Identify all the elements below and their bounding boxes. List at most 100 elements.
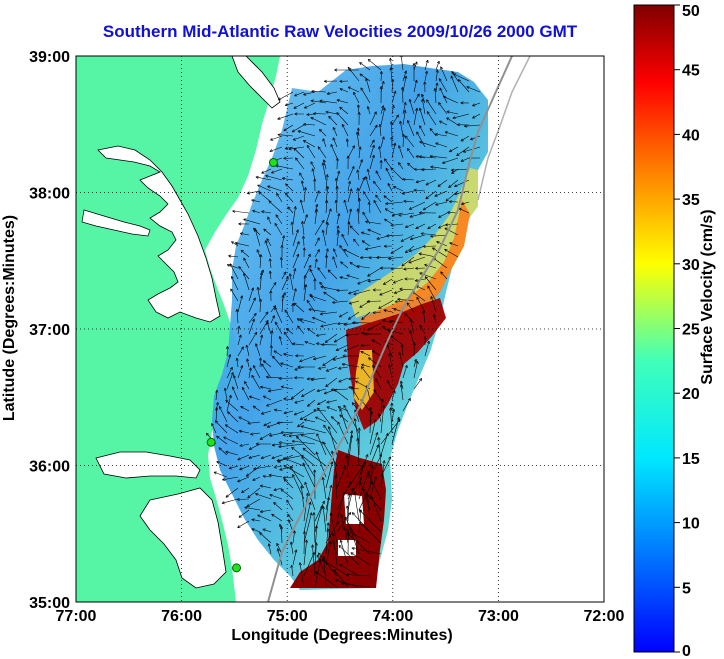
colorbar-tick-label: 45 [682, 63, 700, 80]
velocity-arrow [339, 539, 349, 566]
velocity-arrow [347, 180, 351, 192]
velocity-arrow [404, 223, 415, 228]
velocity-arrow [358, 159, 363, 170]
velocity-arrow [307, 399, 316, 407]
velocity-arrow [363, 332, 382, 336]
velocity-arrow [404, 245, 415, 254]
velocity-arrow [346, 274, 360, 280]
velocity-arrow [260, 385, 272, 390]
velocity-arrow [389, 121, 393, 137]
velocity-arrow [378, 146, 382, 159]
velocity-arrow [413, 360, 419, 379]
velocity-arrow [386, 234, 404, 238]
velocity-arrow [388, 256, 404, 260]
velocity-arrow [360, 256, 371, 260]
velocity-arrow [356, 264, 371, 269]
velocity-arrow [437, 179, 448, 187]
velocity-arrow [424, 263, 437, 269]
velocity-arrow [358, 146, 362, 159]
velocity-arrow [370, 495, 382, 522]
velocity-arrow [372, 364, 382, 379]
velocity-arrow [213, 471, 228, 478]
velocity-arrow [313, 469, 317, 500]
velocity-arrow [373, 199, 382, 214]
velocity-arrow [273, 350, 283, 357]
velocity-arrow [357, 427, 361, 456]
velocity-arrow [413, 107, 419, 126]
velocity-arrow [321, 343, 338, 347]
velocity-arrow [319, 128, 327, 137]
velocity-arrow [384, 218, 393, 225]
velocity-arrow [253, 465, 272, 471]
velocity-arrow [434, 132, 448, 137]
velocity-arrow [453, 73, 470, 82]
velocity-arrow [277, 91, 294, 101]
velocity-arrow [339, 88, 349, 93]
velocity-arrow [251, 518, 261, 522]
velocity-arrow [324, 254, 329, 269]
velocity-arrow [211, 423, 217, 434]
velocity-arrow [237, 365, 244, 379]
velocity-arrow [281, 294, 285, 313]
velocity-arrow [304, 341, 316, 346]
velocity-arrow [402, 177, 415, 181]
velocity-arrow [275, 214, 283, 225]
velocity-arrow [303, 214, 308, 225]
velocity-arrow [347, 188, 353, 203]
velocity-arrow [248, 287, 254, 302]
velocity-arrow [283, 410, 294, 415]
velocity-arrow [460, 101, 470, 105]
velocity-arrow [294, 112, 304, 116]
velocity-arrow [418, 155, 437, 159]
velocity-arrow [326, 528, 338, 555]
velocity-arrow [241, 386, 250, 401]
y-axis-label: Latitude (Degrees:Minutes) [1, 215, 18, 421]
velocity-arrow [216, 435, 228, 445]
velocity-arrow [412, 62, 416, 81]
velocity-arrow [336, 481, 352, 511]
colorbar-tick-label: 0 [682, 643, 691, 659]
velocity-arrow [336, 511, 352, 533]
velocity-arrow [292, 268, 297, 280]
velocity-arrow [291, 124, 305, 133]
velocity-arrow [303, 102, 316, 109]
velocity-arrow [336, 99, 349, 104]
velocity-arrow [215, 389, 219, 401]
velocity-arrow [238, 416, 250, 423]
velocity-arrow [248, 312, 257, 324]
velocity-arrow [269, 146, 283, 152]
velocity-arrow [407, 147, 415, 159]
velocity-arrow [314, 525, 319, 555]
velocity-arrow [336, 229, 340, 247]
velocity-arrow [360, 366, 371, 379]
velocity-arrow [314, 208, 319, 225]
velocity-arrow [402, 110, 407, 126]
velocity-arrow [433, 314, 437, 324]
velocity-arrow [389, 67, 393, 82]
velocity-arrow [325, 221, 329, 236]
velocity-arrow [413, 378, 423, 390]
velocity-arrow [235, 308, 239, 324]
velocity-arrow [424, 59, 429, 71]
velocity-arrow [438, 102, 448, 115]
velocity-arrow [311, 316, 327, 324]
velocity-arrow [270, 282, 277, 291]
velocity-arrow [337, 421, 349, 445]
velocity-arrow [248, 367, 252, 379]
velocity-arrow [247, 487, 261, 499]
velocity-arrow [267, 543, 272, 555]
velocity-arrow [259, 254, 263, 269]
velocity-arrow [339, 245, 349, 258]
velocity-arrow [311, 544, 316, 577]
velocity-arrow [449, 242, 459, 247]
velocity-arrow [367, 228, 382, 236]
map-grid [76, 56, 604, 602]
velocity-arrow [297, 325, 305, 335]
velocity-arrow [266, 238, 272, 247]
velocity-arrow [317, 267, 327, 280]
velocity-arrow [301, 455, 316, 478]
velocity-arrow [270, 168, 283, 174]
velocity-arrow [421, 93, 426, 104]
velocity-arrow [336, 213, 341, 225]
